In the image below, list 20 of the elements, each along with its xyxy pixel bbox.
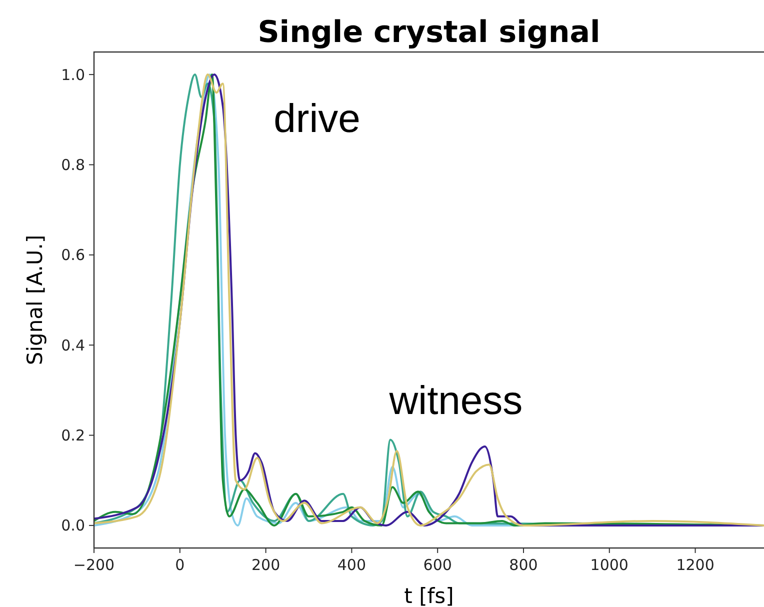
x-axis-title: t [fs] [404, 584, 454, 607]
y-axis-title: Signal [A.U.] [23, 234, 47, 366]
chart-title: Single crystal signal [258, 15, 600, 50]
x-tick-label: 0 [175, 556, 185, 574]
y-tick-label: 0.2 [61, 426, 85, 445]
x-tick-label: 600 [423, 556, 452, 574]
x-tick-label: 200 [251, 556, 280, 574]
x-tick-label: 400 [337, 556, 366, 574]
x-tick-label: 1200 [676, 556, 714, 574]
x-tick-label: 1000 [590, 556, 628, 574]
x-tick-label: −200 [73, 556, 115, 574]
y-tick-label: 1.0 [61, 66, 85, 84]
y-tick-label: 0.8 [61, 156, 85, 174]
y-tick-label: 0.6 [61, 246, 85, 264]
x-tick-label: 800 [509, 556, 538, 574]
line-series [94, 74, 764, 526]
y-tick-label: 0.0 [61, 516, 85, 535]
annotation: drive [274, 97, 360, 141]
annotation: witness [388, 379, 523, 423]
y-tick-label: 0.4 [61, 336, 85, 354]
